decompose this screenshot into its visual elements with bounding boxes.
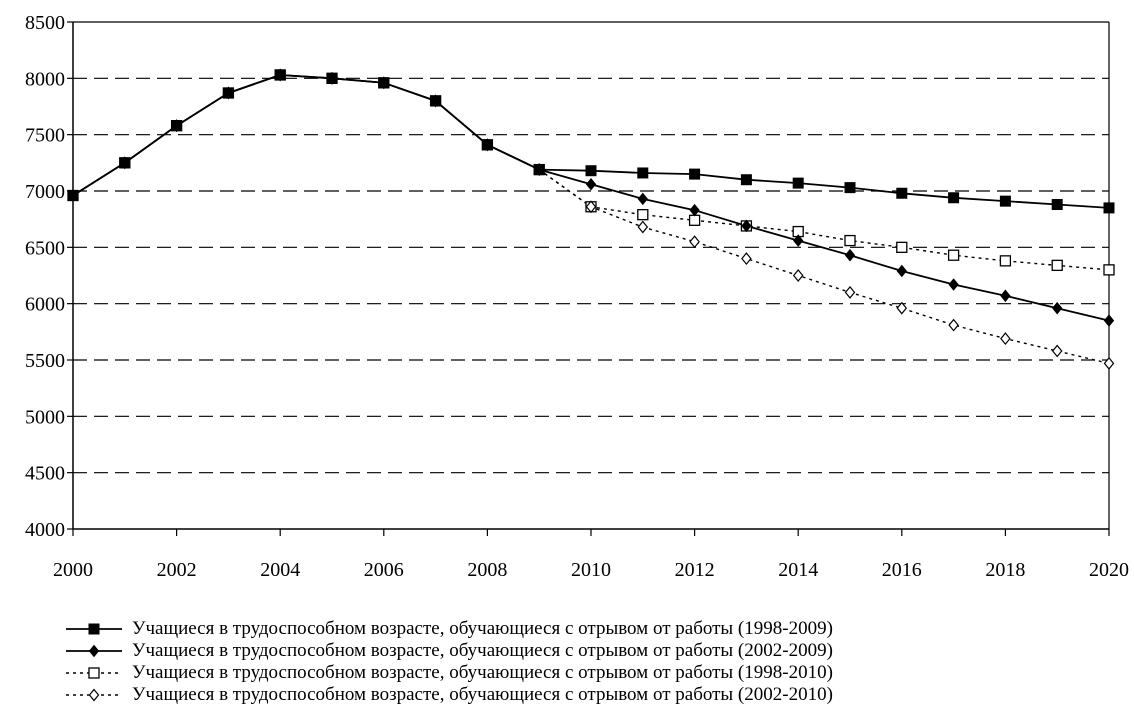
y-tick-label: 6500: [25, 237, 65, 259]
data-point: [689, 235, 700, 249]
legend-marker: [88, 688, 100, 702]
legend-swatch: [66, 623, 122, 635]
y-tick-label: 5500: [25, 350, 65, 372]
data-point: [1103, 356, 1115, 370]
y-tick-label: 4000: [25, 519, 65, 541]
data-point: [844, 182, 856, 194]
data-point: [171, 120, 183, 132]
data-point: [689, 203, 700, 217]
data-point: [1000, 289, 1011, 303]
data-point: [689, 168, 701, 180]
y-tick-label: 7500: [25, 125, 65, 147]
legend-swatch: [66, 667, 122, 679]
data-point: [948, 192, 960, 204]
legend-item: Учащиеся в трудоспособном возрасте, обуч…: [62, 684, 1062, 706]
chart-canvas: 4000 4500 5000 5500 6000 6500 7000 7500 8000 8500…: [25, 12, 1129, 581]
legend-label: Учащиеся в трудоспособном возрасте, обуч…: [132, 662, 833, 683]
x-tick-label: 2004: [260, 559, 300, 581]
data-point: [740, 174, 752, 186]
data-point: [637, 192, 648, 206]
data-point: [1103, 264, 1115, 276]
data-point: [1051, 199, 1063, 211]
data-point: [637, 209, 649, 221]
data-point: [1000, 332, 1011, 346]
data-point: [533, 164, 545, 176]
y-tick-label: 8000: [25, 68, 65, 90]
y-tick-label: 6000: [25, 294, 65, 316]
legend-item: Учащиеся в трудоспособном возрасте, обуч…: [62, 640, 1062, 662]
data-point: [67, 190, 79, 202]
data-point: [637, 167, 649, 179]
data-point: [896, 241, 908, 253]
data-point: [688, 214, 701, 226]
plot-area: [73, 22, 1109, 529]
data-point: [585, 165, 597, 177]
data-point: [948, 318, 959, 332]
data-point: [793, 234, 804, 247]
legend-item: Учащиеся в трудоспособном возрасте, обуч…: [62, 662, 1062, 684]
data-point: [999, 195, 1011, 207]
data-point: [999, 255, 1012, 267]
data-point: [896, 187, 908, 199]
data-point: [896, 301, 908, 315]
data-point: [1052, 301, 1063, 315]
data-point: [844, 285, 856, 299]
data-point: [637, 220, 649, 234]
data-point: [1051, 344, 1063, 358]
x-tick-label: 2006: [364, 559, 404, 581]
chart-legend: Учащиеся в трудоспособном возрасте, обуч…: [62, 618, 1062, 706]
data-point: [1103, 202, 1115, 214]
y-tick-label: 5000: [25, 406, 65, 428]
data-point: [1051, 259, 1063, 272]
data-point: [222, 87, 234, 99]
legend-swatch: [66, 644, 122, 658]
data-point: [844, 234, 856, 247]
data-point: [792, 269, 804, 282]
data-point: [585, 200, 597, 214]
data-point: [585, 177, 597, 191]
x-tick-label: 2008: [467, 559, 507, 581]
legend-marker: [88, 644, 100, 658]
data-point: [326, 72, 338, 84]
x-tick-label: 2000: [53, 559, 93, 581]
x-tick-label: 2014: [778, 559, 818, 581]
legend-label: Учащиеся в трудоспособном возрасте, обуч…: [132, 640, 833, 661]
data-point: [119, 157, 131, 169]
legend-swatch: [66, 688, 122, 702]
x-tick-label: 2020: [1089, 559, 1129, 581]
data-point: [947, 249, 960, 261]
data-point: [378, 77, 390, 89]
data-point: [1103, 314, 1115, 327]
legend-label: Учащиеся в трудоспособном возрасте, обуч…: [132, 684, 833, 705]
legend-marker: [88, 623, 100, 635]
data-point: [948, 278, 959, 291]
legend-label: Учащиеся в трудоспособном возрасте, обуч…: [132, 618, 833, 639]
y-tick-label: 4500: [25, 463, 65, 485]
x-tick-label: 2016: [882, 559, 922, 581]
data-point: [741, 252, 752, 266]
data-point: [844, 248, 856, 262]
x-tick-label: 2018: [985, 559, 1025, 581]
legend-item: Учащиеся в трудоспособном возрасте, обуч…: [62, 618, 1062, 640]
x-tick-label: 2012: [675, 559, 715, 581]
y-tick-label: 7000: [25, 181, 65, 203]
data-point: [430, 95, 442, 107]
x-tick-label: 2002: [157, 559, 197, 581]
data-point: [481, 139, 493, 151]
y-tick-label: 8500: [25, 12, 65, 34]
x-tick-label: 2010: [571, 559, 611, 581]
data-point: [792, 177, 804, 189]
series-markers-1: [67, 69, 1115, 214]
data-point: [896, 264, 907, 278]
data-point: [274, 69, 286, 81]
legend-marker: [88, 667, 100, 679]
data-point: [741, 219, 752, 233]
